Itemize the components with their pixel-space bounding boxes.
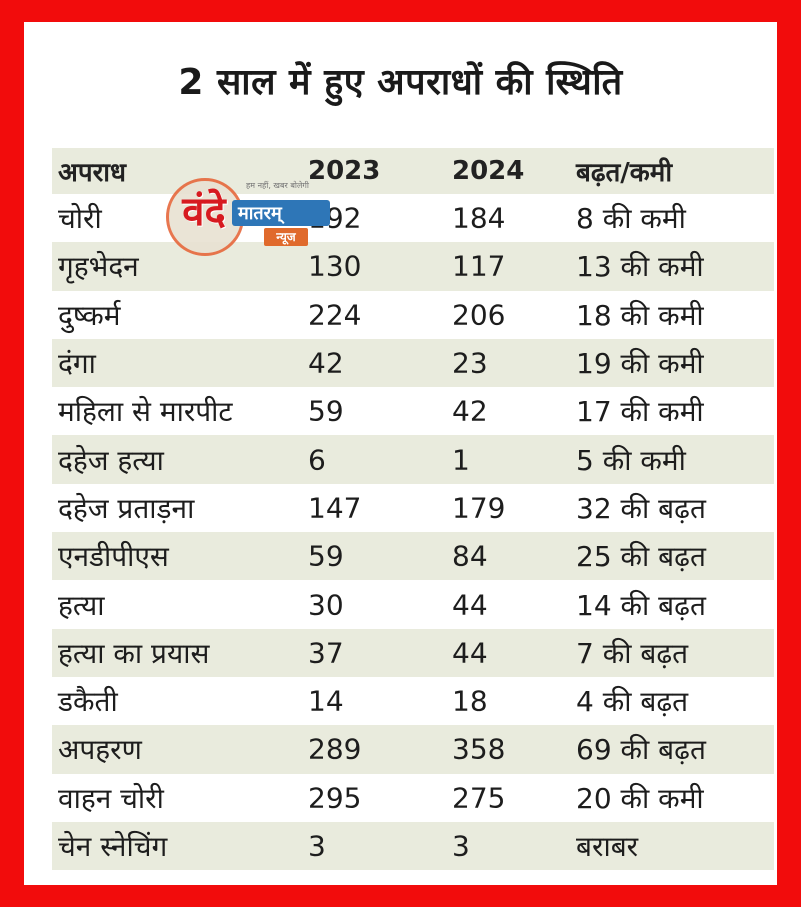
value-2024: 44	[452, 636, 488, 670]
value-2023: 14	[308, 684, 344, 718]
header-2024: 2024	[452, 156, 525, 186]
newspaper-clipping: 2 साल में हुए अपराधों की स्थिति अपराध 20…	[24, 22, 777, 885]
table-header-row: अपराध 2023 2024 बढ़त/कमी	[52, 148, 774, 194]
value-2023: 37	[308, 636, 344, 670]
table-row: चेन स्नेचिंग 3 3 बराबर	[52, 821, 774, 871]
change-value: 4 की बढ़त	[576, 685, 689, 719]
crime-name: हत्या का प्रयास	[58, 636, 210, 670]
logo-text-news: न्यूज	[264, 228, 308, 246]
value-2023: 147	[308, 491, 362, 525]
value-2023: 289	[308, 732, 362, 766]
table-row: दुष्कर्म 224 206 18 की कमी	[52, 291, 774, 339]
crime-name: चोरी	[58, 202, 102, 236]
crime-name: गृहभेदन	[58, 250, 139, 284]
value-2023: 59	[308, 394, 344, 428]
change-value: 8 की कमी	[576, 202, 686, 236]
change-value: 17 की कमी	[576, 395, 704, 429]
value-2023: 130	[308, 249, 362, 283]
change-value: 19 की कमी	[576, 347, 704, 381]
crime-name: एनडीपीएस	[58, 540, 169, 574]
value-2023: 224	[308, 298, 362, 332]
value-2023: 6	[308, 443, 326, 477]
value-2023: 3	[308, 829, 326, 863]
value-2023: 59	[308, 539, 344, 573]
value-2024: 358	[452, 732, 506, 766]
value-2024: 42	[452, 394, 488, 428]
header-2023: 2023	[308, 156, 381, 186]
crime-statistics-table: अपराध 2023 2024 बढ़त/कमी चोरी 192 184 8 की …	[52, 148, 774, 871]
value-2023: 42	[308, 346, 344, 380]
change-value: 18 की कमी	[576, 298, 704, 332]
crime-name: अपहरण	[58, 733, 142, 767]
value-2024: 1	[452, 443, 470, 477]
change-value: बराबर	[576, 830, 639, 863]
vande-mataram-news-logo: वंदे हम नहीं, खबर बोलेगी मातरम् न्यूज	[164, 172, 334, 262]
page-title: 2 साल में हुए अपराधों की स्थिति	[178, 62, 623, 103]
value-2024: 44	[452, 588, 488, 622]
crime-name: दुष्कर्म	[58, 298, 121, 332]
value-2024: 84	[452, 539, 488, 573]
value-2024: 206	[452, 298, 506, 332]
change-value: 69 की बढ़त	[576, 733, 706, 767]
value-2024: 179	[452, 491, 506, 525]
table-row: चोरी 192 184 8 की कमी	[52, 194, 774, 242]
value-2024: 23	[452, 346, 488, 380]
value-2024: 184	[452, 201, 506, 235]
logo-text-mataram: मातरम्	[238, 203, 282, 224]
table-row: अपहरण 289 358 69 की बढ़त	[52, 725, 774, 774]
change-value: 5 की कमी	[576, 443, 686, 477]
table-row: दहेज प्रताड़ना 147 179 32 की बढ़त	[52, 484, 774, 532]
table-row: हत्या 30 44 14 की बढ़त	[52, 580, 774, 628]
logo-blue-band	[232, 200, 330, 226]
crime-name: डकैती	[58, 685, 118, 719]
change-value: 7 की बढ़त	[576, 636, 689, 670]
header-change: बढ़त/कमी	[576, 158, 673, 188]
crime-name: महिला से मारपीट	[58, 395, 233, 429]
value-2024: 275	[452, 781, 506, 815]
table-row: महिला से मारपीट 59 42 17 की कमी	[52, 387, 774, 435]
logo-tagline: हम नहीं, खबर बोलेगी	[246, 181, 309, 190]
table-row: हत्या का प्रयास 37 44 7 की बढ़त	[52, 628, 774, 677]
table-row: गृहभेदन 130 117 13 की कमी	[52, 242, 774, 291]
table-row: वाहन चोरी 295 275 20 की कमी	[52, 774, 774, 822]
value-2023: 295	[308, 781, 362, 815]
crime-name: वाहन चोरी	[58, 781, 164, 815]
crime-name: दहेज हत्या	[58, 443, 164, 477]
crime-name: चेन स्नेचिंग	[58, 830, 168, 863]
crime-name: हत्या	[58, 588, 105, 622]
table-row: डकैती 14 18 4 की बढ़त	[52, 677, 774, 725]
crime-name: दहेज प्रताड़ना	[58, 491, 195, 525]
logo-text-vande: वंदे	[182, 188, 226, 235]
value-2024: 117	[452, 249, 506, 283]
change-value: 14 की बढ़त	[576, 588, 706, 622]
value-2024: 3	[452, 829, 470, 863]
crime-name: दंगा	[58, 347, 96, 381]
table-row: दहेज हत्या 6 1 5 की कमी	[52, 435, 774, 484]
change-value: 32 की बढ़त	[576, 491, 706, 525]
value-2024: 18	[452, 684, 488, 718]
change-value: 13 की कमी	[576, 250, 704, 284]
value-2023: 30	[308, 588, 344, 622]
table-row: दंगा 42 23 19 की कमी	[52, 338, 774, 388]
change-value: 25 की बढ़त	[576, 540, 706, 574]
change-value: 20 की कमी	[576, 781, 704, 815]
header-crime: अपराध	[58, 158, 126, 188]
table-row: एनडीपीएस 59 84 25 की बढ़त	[52, 532, 774, 581]
